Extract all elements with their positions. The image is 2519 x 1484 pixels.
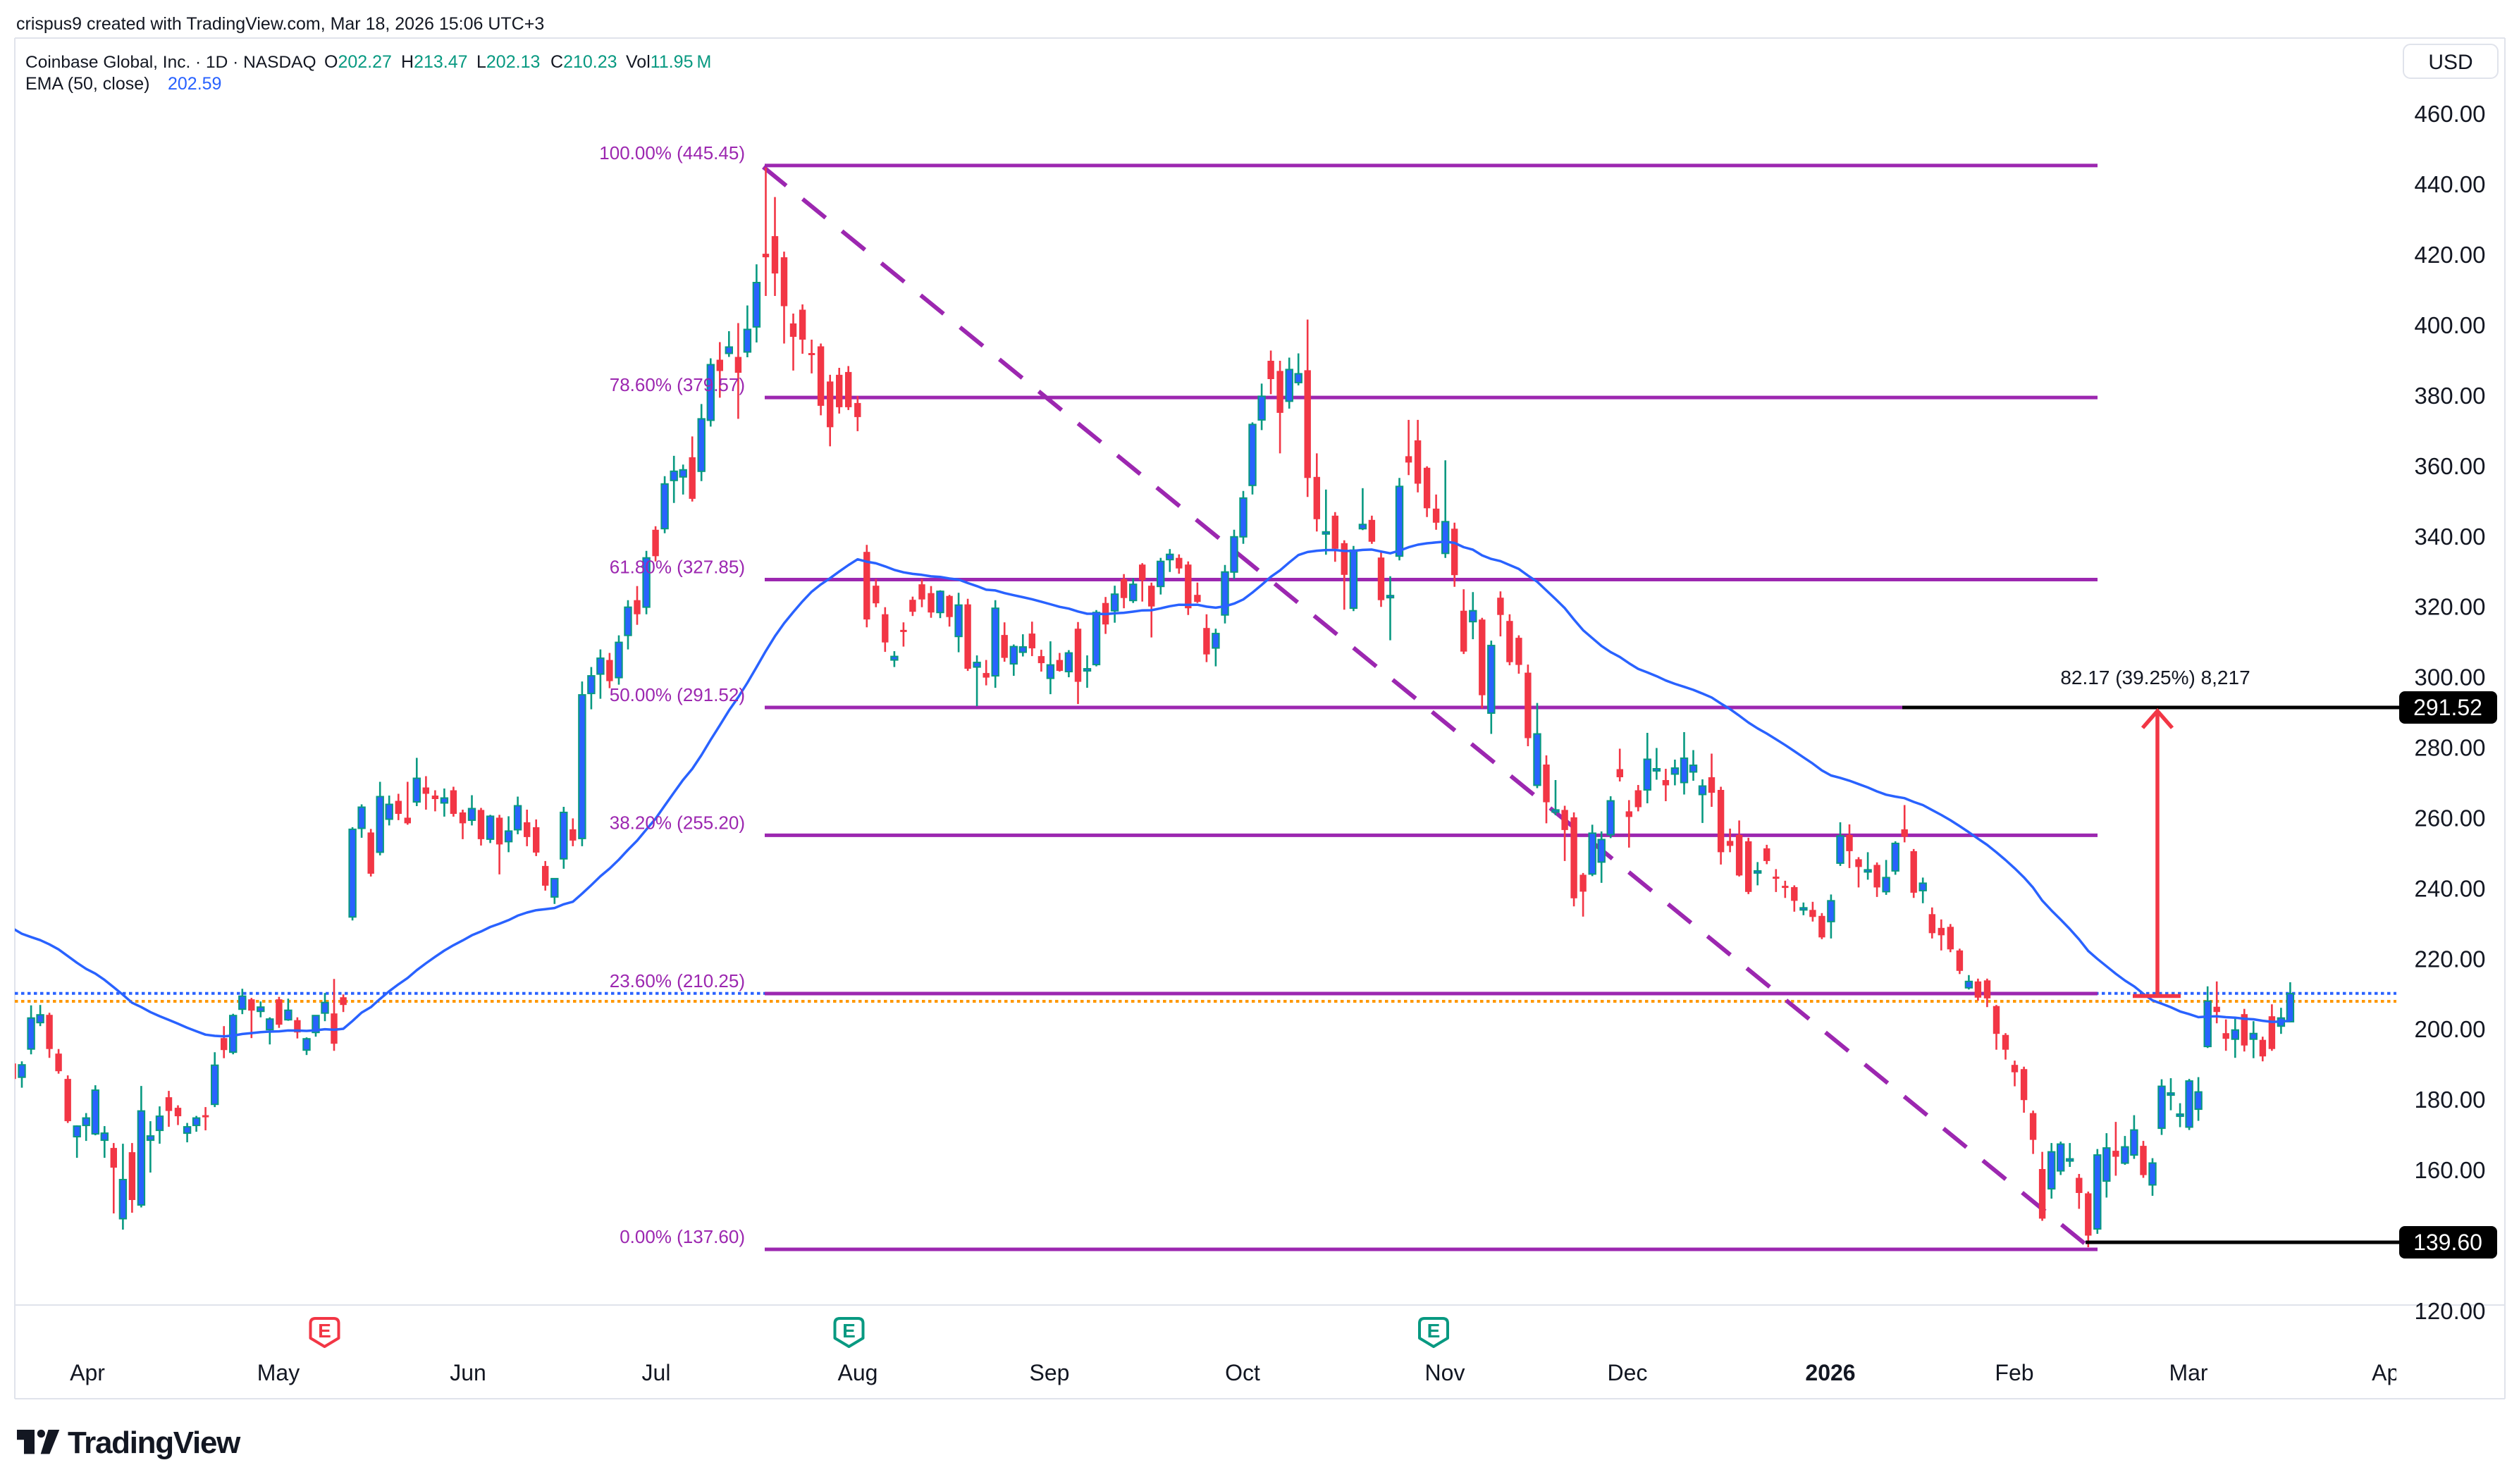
svg-text:120.00: 120.00	[2415, 1298, 2486, 1324]
svg-text:TradingView: TradingView	[68, 1426, 241, 1460]
svg-text:Nov: Nov	[1425, 1360, 1465, 1385]
svg-text:Dec: Dec	[1608, 1360, 1648, 1385]
svg-text:H213.47: H213.47	[401, 52, 468, 72]
svg-text:O202.27: O202.27	[324, 52, 392, 72]
svg-text:Jul: Jul	[642, 1360, 671, 1385]
svg-text:38.20% (255.20): 38.20% (255.20)	[610, 812, 745, 833]
svg-text:139.60: 139.60	[2413, 1230, 2482, 1255]
svg-text:200.00: 200.00	[2415, 1016, 2486, 1042]
svg-text:291.52: 291.52	[2413, 695, 2482, 720]
svg-text:L202.13: L202.13	[476, 52, 540, 72]
svg-text:Jun: Jun	[450, 1360, 486, 1385]
svg-text:50.00% (291.52): 50.00% (291.52)	[610, 684, 745, 705]
svg-text:240.00: 240.00	[2415, 875, 2486, 901]
svg-text:2026: 2026	[1805, 1360, 1855, 1385]
svg-text:380.00: 380.00	[2415, 383, 2486, 409]
svg-text:Mar: Mar	[2169, 1360, 2207, 1385]
svg-text:260.00: 260.00	[2415, 805, 2486, 831]
svg-text:340.00: 340.00	[2415, 524, 2486, 550]
svg-text:23.60% (210.25): 23.60% (210.25)	[610, 970, 745, 991]
svg-text:E: E	[842, 1320, 856, 1342]
svg-text:Oct: Oct	[1225, 1360, 1260, 1385]
svg-text:Vol11.95 M: Vol11.95 M	[626, 52, 711, 72]
svg-text:220.00: 220.00	[2415, 946, 2486, 972]
svg-text:Apr: Apr	[70, 1360, 105, 1385]
svg-text:160.00: 160.00	[2415, 1157, 2486, 1183]
svg-text:440.00: 440.00	[2415, 171, 2486, 197]
svg-text:202.59: 202.59	[168, 74, 221, 94]
svg-text:E: E	[1427, 1320, 1441, 1342]
svg-text:420.00: 420.00	[2415, 242, 2486, 268]
svg-text:crispus9 created with TradingV: crispus9 created with TradingView.com, M…	[16, 14, 544, 34]
svg-text:Coinbase Global, Inc. · 1D · N: Coinbase Global, Inc. · 1D · NASDAQ	[25, 53, 316, 72]
svg-text:460.00: 460.00	[2415, 101, 2486, 127]
svg-text:82.17 (39.25%) 8,217: 82.17 (39.25%) 8,217	[2060, 667, 2250, 688]
svg-text:Apr: Apr	[2372, 1360, 2407, 1385]
svg-text:180.00: 180.00	[2415, 1087, 2486, 1113]
svg-text:300.00: 300.00	[2415, 664, 2486, 691]
svg-text:Aug: Aug	[838, 1360, 878, 1385]
svg-text:78.60% (379.57): 78.60% (379.57)	[610, 374, 745, 395]
svg-text:400.00: 400.00	[2415, 312, 2486, 338]
svg-text:100.00% (445.45): 100.00% (445.45)	[599, 142, 745, 163]
svg-text:320.00: 320.00	[2415, 594, 2486, 620]
svg-text:E: E	[318, 1320, 331, 1342]
svg-text:May: May	[257, 1360, 300, 1385]
svg-text:EMA (50, close): EMA (50, close)	[25, 74, 149, 94]
svg-text:C210.23: C210.23	[550, 52, 617, 72]
svg-text:360.00: 360.00	[2415, 453, 2486, 479]
svg-text:Sep: Sep	[1030, 1360, 1070, 1385]
svg-text:280.00: 280.00	[2415, 735, 2486, 761]
svg-text:0.00% (137.60): 0.00% (137.60)	[620, 1226, 745, 1247]
svg-text:USD: USD	[2428, 51, 2472, 74]
svg-text:61.80% (327.85): 61.80% (327.85)	[610, 557, 745, 578]
svg-text:Feb: Feb	[1995, 1360, 2033, 1385]
